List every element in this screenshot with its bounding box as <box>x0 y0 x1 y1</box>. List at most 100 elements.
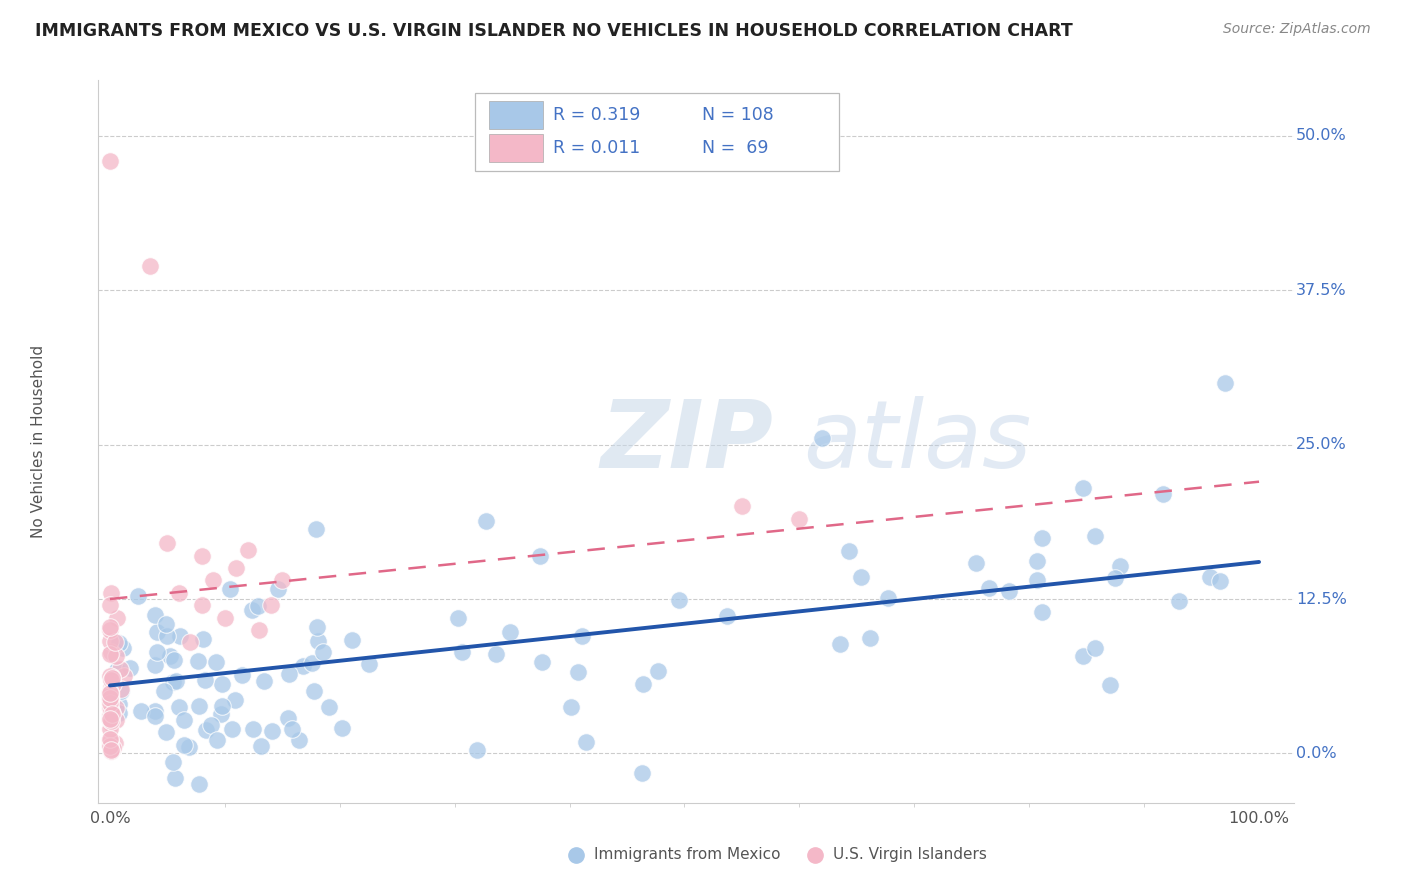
Text: 25.0%: 25.0% <box>1296 437 1347 452</box>
Point <box>330 721 353 735</box>
Point <box>98 647 121 661</box>
Point <box>630 766 652 780</box>
Point <box>98 738 121 752</box>
Point <box>100 680 122 694</box>
Point <box>100 673 122 687</box>
Point <box>98 734 121 748</box>
Point <box>250 739 273 754</box>
Point <box>100 704 122 718</box>
Point <box>110 681 132 696</box>
Point <box>193 632 215 647</box>
Point <box>101 706 124 721</box>
Point <box>100 713 122 727</box>
Point <box>1168 594 1191 608</box>
Point <box>98 693 121 707</box>
Point <box>301 657 323 671</box>
Text: ZIP: ZIP <box>600 395 773 488</box>
Point <box>236 542 259 557</box>
Point <box>195 723 218 737</box>
Text: Source: ZipAtlas.com: Source: ZipAtlas.com <box>1223 22 1371 37</box>
Bar <box>489 135 543 162</box>
Point <box>998 584 1021 599</box>
Point <box>242 722 264 736</box>
Point <box>205 733 228 747</box>
Point <box>1026 573 1049 587</box>
Point <box>100 586 122 600</box>
Point <box>108 706 131 720</box>
Point <box>247 599 270 614</box>
Point <box>1099 678 1122 692</box>
Point <box>1213 376 1236 390</box>
Point <box>231 668 253 682</box>
Point <box>1084 529 1107 543</box>
Point <box>224 692 246 706</box>
Point <box>278 667 301 681</box>
Point <box>560 700 582 714</box>
Point <box>100 686 122 700</box>
Point <box>191 598 214 612</box>
Point <box>98 707 121 722</box>
Point <box>447 611 470 625</box>
Point <box>838 544 860 558</box>
Point <box>187 655 209 669</box>
Point <box>567 665 589 679</box>
Point <box>108 697 131 711</box>
Point <box>225 561 247 575</box>
Point <box>167 586 190 600</box>
Point <box>162 653 184 667</box>
Point <box>287 732 309 747</box>
Point <box>311 645 333 659</box>
Point <box>110 684 132 698</box>
Point <box>98 739 121 753</box>
Point <box>163 771 186 785</box>
Point <box>98 713 121 727</box>
Point <box>307 620 329 634</box>
Point <box>100 742 122 756</box>
Point <box>191 549 214 563</box>
Point <box>979 581 1001 595</box>
Point <box>98 712 121 726</box>
Point <box>159 648 181 663</box>
Point <box>98 713 121 727</box>
Point <box>571 628 593 642</box>
Point <box>205 655 228 669</box>
Point <box>98 731 121 746</box>
Point <box>211 698 233 713</box>
Point <box>188 699 211 714</box>
Point <box>647 664 669 678</box>
Text: R = 0.319: R = 0.319 <box>553 106 640 124</box>
Point <box>101 671 124 685</box>
Point <box>104 648 127 663</box>
Text: 0.0%: 0.0% <box>1296 746 1337 761</box>
Text: U.S. Virgin Islanders: U.S. Virgin Islanders <box>834 847 987 863</box>
Point <box>194 673 217 687</box>
Point <box>307 634 329 648</box>
Point <box>169 629 191 643</box>
Point <box>305 522 328 536</box>
Point <box>291 659 314 673</box>
Text: 12.5%: 12.5% <box>1296 591 1347 607</box>
Point <box>98 697 121 711</box>
Point <box>112 668 135 682</box>
Point <box>304 684 326 698</box>
Point <box>1104 571 1126 585</box>
Point <box>145 608 167 623</box>
Text: No Vehicles in Household: No Vehicles in Household <box>31 345 46 538</box>
Point <box>98 153 121 168</box>
Point <box>145 645 167 659</box>
Point <box>474 514 496 528</box>
Point <box>155 725 177 739</box>
Text: 50.0%: 50.0% <box>1296 128 1347 144</box>
Point <box>98 624 121 638</box>
Point <box>162 675 184 690</box>
Point <box>242 603 264 617</box>
Point <box>143 658 166 673</box>
Point <box>152 684 174 698</box>
Point <box>98 689 121 703</box>
Point <box>499 624 522 639</box>
Point <box>127 589 149 603</box>
Text: atlas: atlas <box>804 396 1032 487</box>
Point <box>143 704 166 718</box>
Point <box>1031 605 1053 619</box>
Point <box>101 670 124 684</box>
